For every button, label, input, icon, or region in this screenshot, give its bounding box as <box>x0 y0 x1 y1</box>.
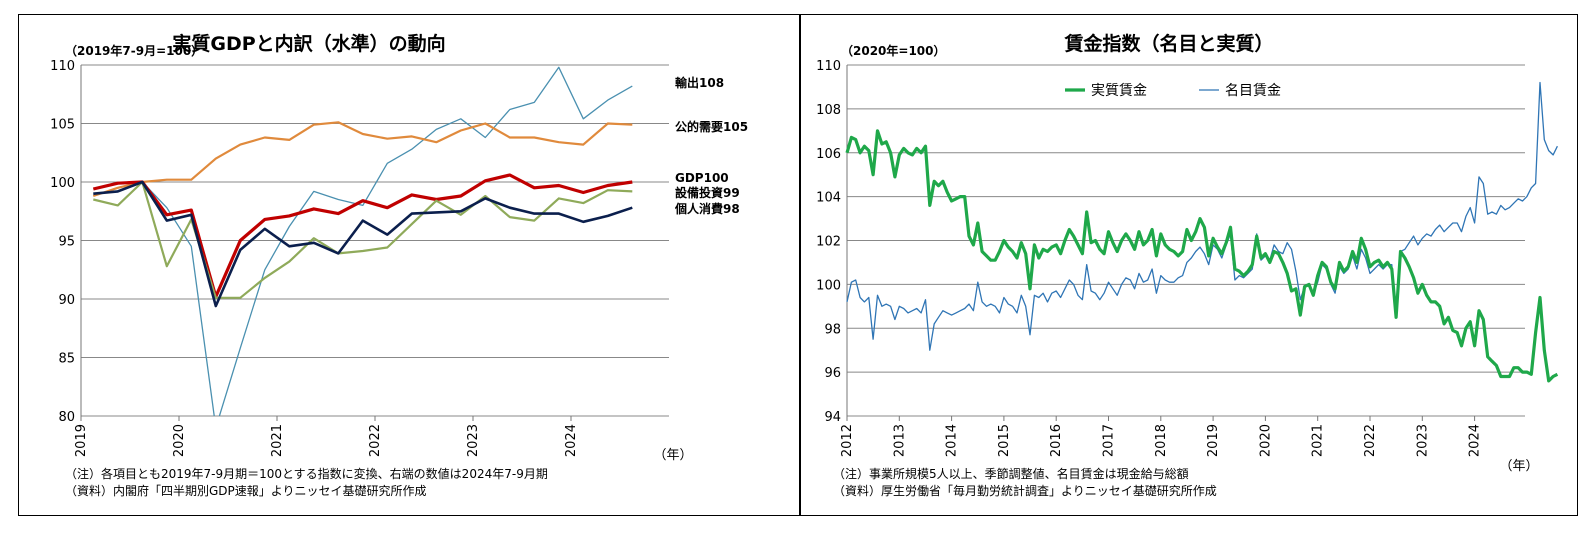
wage-chart-panel: 賃金指数（名目と実質） （2020年=100） 94 96 98 100 102 104 106… <box>800 14 1578 516</box>
chart-title: 実質GDPと内訳（水準）の動向 <box>172 32 445 55</box>
x-tick-label: 2012 <box>840 424 855 457</box>
x-tick-label: 2020 <box>172 424 187 457</box>
x-tick-label: 2022 <box>1363 424 1378 457</box>
unit-label: （2019年7-9月=100） <box>65 43 203 58</box>
y-tick-label: 94 <box>824 410 841 425</box>
source-text: （資料）厚生労働省「毎月勤労統計調査」よりニッセイ基礎研究所作成 <box>833 483 1217 498</box>
y-tick-label: 105 <box>50 118 75 133</box>
x-tick-label: 2019 <box>1206 424 1221 457</box>
x-tick-label: 2024 <box>1468 424 1483 457</box>
source-text: （資料）内閣府「四半期別GDP速報」よりニッセイ基礎研究所作成 <box>65 483 427 498</box>
note-text: （注）各項目とも2019年7-9月期＝100とする指数に変換、右端の数値は202… <box>65 466 548 481</box>
x-tick-label: 2014 <box>945 424 960 457</box>
x-tick-label: 2017 <box>1102 424 1117 457</box>
y-tick-label: 90 <box>58 293 75 308</box>
gdp-chart-panel: 実質GDPと内訳（水準）の動向 （2019年7-9月=100） 80 85 90 95 10… <box>18 14 800 516</box>
x-tick-label: 2013 <box>892 424 907 457</box>
y-tick-label: 100 <box>50 176 75 191</box>
chart-title: 賃金指数（名目と実質） <box>1063 32 1273 55</box>
x-tick-label: 2022 <box>368 424 383 457</box>
y-tick-label: 80 <box>58 410 75 425</box>
x-tick-label: 2016 <box>1049 424 1064 457</box>
x-axis-label: （年） <box>1499 459 1538 474</box>
y-tick-label: 104 <box>816 191 841 206</box>
x-tick-label: 2020 <box>1258 424 1273 457</box>
legend-label: 名目賃金 <box>1225 83 1281 99</box>
series-line <box>93 180 633 308</box>
y-tick-label: 106 <box>816 147 841 162</box>
series-end-label: 個人消費98 <box>674 201 740 216</box>
series-line <box>845 129 1559 383</box>
y-tick-label: 102 <box>816 235 841 250</box>
y-tick-label: 100 <box>816 278 841 293</box>
series-end-label: 設備投資99 <box>675 185 740 200</box>
x-axis-label: （年） <box>653 448 692 463</box>
y-tick-label: 96 <box>824 366 841 381</box>
y-tick-label: 98 <box>824 322 841 337</box>
series-end-label: 輸出108 <box>675 75 724 90</box>
series-line <box>846 81 1558 351</box>
y-tick-label: 95 <box>58 235 75 250</box>
legend-label: 実質賃金 <box>1091 83 1147 99</box>
unit-label: （2020年=100） <box>841 43 946 58</box>
gdp-chart: 実質GDPと内訳（水準）の動向（2019年7-9月=100） 80 85 90 95 10… <box>50 32 748 498</box>
series-line <box>92 121 633 198</box>
series-line <box>93 66 633 416</box>
x-tick-label: 2023 <box>1415 424 1430 457</box>
y-tick-label: 110 <box>816 59 841 74</box>
y-tick-label: 85 <box>58 352 75 367</box>
x-tick-label: 2018 <box>1154 424 1169 457</box>
y-tick-label: 110 <box>50 59 75 74</box>
x-tick-label: 2015 <box>997 424 1012 457</box>
x-tick-label: 2019 <box>74 424 89 457</box>
series-end-label: 公的需要105 <box>675 119 748 134</box>
series-end-label: GDP100 <box>675 171 729 185</box>
series-line <box>92 173 633 299</box>
note-text: （注）事業所規模5人以上、季節調整値、名目賃金は現金給与総額 <box>833 466 1189 481</box>
y-tick-label: 108 <box>816 103 841 118</box>
x-tick-label: 2021 <box>270 424 285 457</box>
x-tick-label: 2021 <box>1311 424 1326 457</box>
x-tick-label: 2023 <box>466 424 481 457</box>
wage-chart: 賃金指数（名目と実質） （2020年=100） 94 96 98 100 102 104 106… <box>816 32 1559 498</box>
x-tick-label: 2024 <box>564 424 579 457</box>
